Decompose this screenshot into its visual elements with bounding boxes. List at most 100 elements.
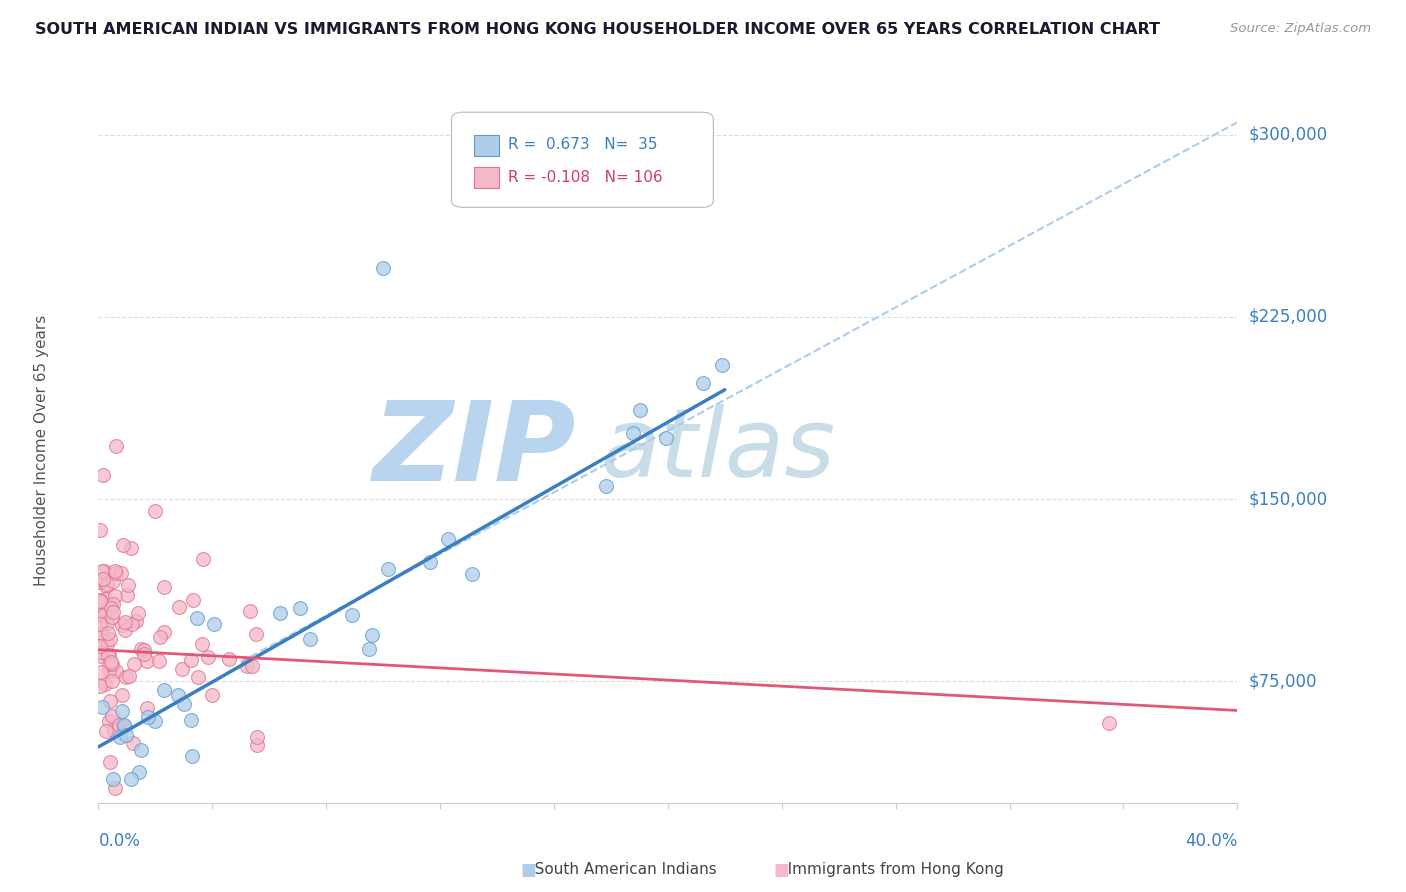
Point <box>201 688 224 702</box>
Point <box>115 588 138 602</box>
Point <box>96 648 118 662</box>
Point <box>152 683 174 698</box>
Point <box>98 657 121 672</box>
Point <box>96 576 118 591</box>
Point <box>246 738 269 752</box>
Point <box>94 723 117 738</box>
Point <box>136 701 159 715</box>
Point <box>269 607 291 621</box>
Point <box>148 654 170 668</box>
Point <box>104 439 127 453</box>
Point <box>101 610 124 624</box>
Point <box>112 538 135 552</box>
Point <box>114 615 136 629</box>
Point <box>90 626 112 640</box>
Point <box>103 780 125 795</box>
Text: $150,000: $150,000 <box>1249 490 1327 508</box>
Text: $225,000: $225,000 <box>1249 308 1327 326</box>
Point <box>94 591 117 606</box>
Point <box>114 670 136 684</box>
Point <box>1098 715 1121 730</box>
Point <box>93 564 115 578</box>
Text: $75,000: $75,000 <box>1249 673 1317 690</box>
Point <box>89 628 111 642</box>
Point <box>94 677 117 691</box>
Text: Householder Income Over 65 years: Householder Income Over 65 years <box>34 315 49 586</box>
Point <box>93 572 115 586</box>
Text: Source: ZipAtlas.com: Source: ZipAtlas.com <box>1230 22 1371 36</box>
Point <box>136 654 159 668</box>
Point <box>298 632 321 646</box>
Point <box>101 605 124 619</box>
Point <box>357 642 380 657</box>
Point <box>246 730 269 744</box>
Point <box>90 665 112 679</box>
Point <box>173 697 195 711</box>
Point <box>110 730 132 744</box>
Point <box>94 579 117 593</box>
Point <box>134 647 156 661</box>
Point <box>89 639 111 653</box>
Text: SOUTH AMERICAN INDIAN VS IMMIGRANTS FROM HONG KONG HOUSEHOLDER INCOME OVER 65 YE: SOUTH AMERICAN INDIAN VS IMMIGRANTS FROM… <box>35 22 1160 37</box>
Point <box>91 608 114 623</box>
Point <box>89 645 111 659</box>
Point <box>122 657 145 671</box>
Point <box>143 714 166 729</box>
Point <box>121 616 143 631</box>
Point <box>90 608 112 623</box>
Point <box>89 523 111 537</box>
Point <box>101 597 124 611</box>
FancyBboxPatch shape <box>474 135 499 156</box>
Point <box>96 615 118 630</box>
Point <box>149 630 172 644</box>
Point <box>105 566 128 580</box>
Point <box>91 467 114 482</box>
Point <box>100 601 122 615</box>
Point <box>191 637 214 651</box>
Point <box>97 664 120 678</box>
Text: Immigrants from Hong Kong: Immigrants from Hong Kong <box>773 863 1004 877</box>
Point <box>103 723 125 737</box>
Point <box>134 643 156 657</box>
Point <box>191 552 214 566</box>
Text: ■: ■ <box>520 861 536 879</box>
Text: 40.0%: 40.0% <box>1185 832 1237 850</box>
Point <box>128 764 150 779</box>
Point <box>129 743 152 757</box>
Point <box>236 658 259 673</box>
Text: R = -0.108   N= 106: R = -0.108 N= 106 <box>509 169 664 185</box>
Point <box>101 574 124 589</box>
Point <box>120 541 142 556</box>
Point <box>153 624 176 639</box>
Point <box>101 657 124 671</box>
Point <box>342 608 364 623</box>
Point <box>90 564 112 578</box>
Point <box>621 426 644 441</box>
Point <box>89 592 111 607</box>
Point <box>245 627 267 641</box>
Point <box>131 642 153 657</box>
Point <box>437 532 460 546</box>
Point <box>112 719 135 733</box>
Point <box>104 589 127 603</box>
Point <box>692 376 714 390</box>
Point <box>710 358 733 372</box>
Point <box>136 709 159 723</box>
FancyBboxPatch shape <box>451 112 713 207</box>
Point <box>97 648 120 663</box>
Point <box>187 670 209 684</box>
Point <box>180 653 202 667</box>
Point <box>143 504 166 518</box>
Point <box>628 403 651 417</box>
Point <box>90 648 112 663</box>
Point <box>108 718 131 732</box>
Text: R =  0.673   N=  35: R = 0.673 N= 35 <box>509 137 658 153</box>
Point <box>110 566 132 580</box>
Point <box>202 616 225 631</box>
Point <box>153 581 176 595</box>
Point <box>218 652 240 666</box>
Text: ■: ■ <box>773 861 789 879</box>
Point <box>595 478 617 492</box>
Point <box>186 611 208 625</box>
Point <box>180 713 202 727</box>
